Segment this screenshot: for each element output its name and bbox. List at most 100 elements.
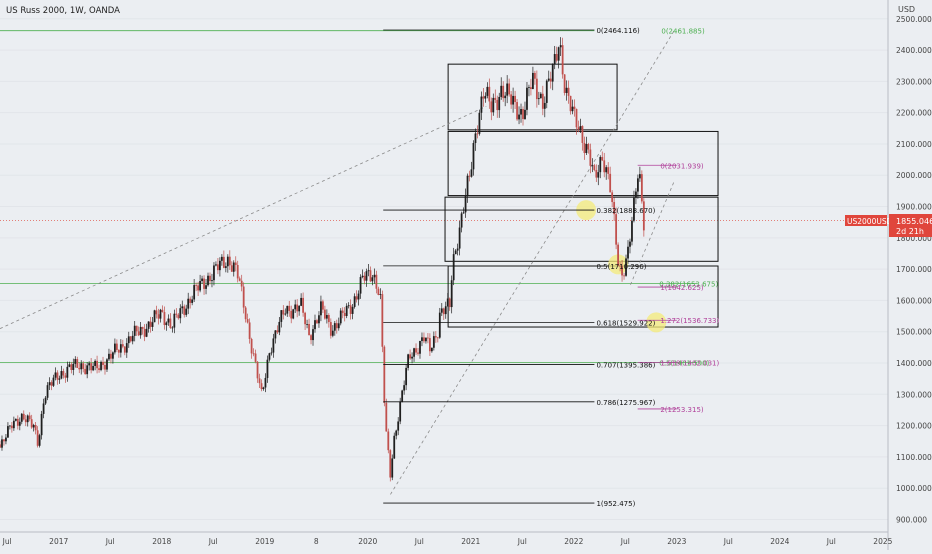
y-tick-label: 1700.000 <box>896 265 932 274</box>
candle-body <box>217 264 219 271</box>
candle-body <box>276 330 279 333</box>
candle-body <box>119 344 122 353</box>
candle-body <box>68 364 71 367</box>
candle-body <box>264 377 267 388</box>
candles <box>0 37 645 482</box>
candle-body <box>419 340 421 354</box>
highlight-marker <box>646 312 667 333</box>
y-tick-label: 2200.000 <box>896 109 932 118</box>
candle-body <box>575 108 578 128</box>
fib-level-label: 0(2031.939) <box>660 162 704 170</box>
currency-label: USD <box>898 5 915 14</box>
candle-body <box>185 308 188 315</box>
candle-body <box>557 47 560 61</box>
candle-body <box>365 271 368 281</box>
trendline-long[interactable] <box>0 106 487 329</box>
candle-body <box>555 54 558 61</box>
candle-body <box>341 310 344 313</box>
candle-body <box>462 212 465 214</box>
candle-body <box>571 106 574 112</box>
candle-body <box>440 308 443 313</box>
y-tick-label: 1400.000 <box>896 359 932 368</box>
fib-level-label: 1(952.475) <box>596 500 635 508</box>
candle-body <box>193 285 196 300</box>
candle-body <box>157 314 160 319</box>
candle-body <box>373 274 376 278</box>
fib-level-label: 0.618(1529.922) <box>596 319 655 327</box>
candle-body <box>561 45 564 75</box>
candle-body <box>605 167 608 173</box>
candle-body <box>240 280 243 287</box>
candle-body <box>163 312 166 326</box>
candle-body <box>482 96 485 99</box>
trendline-short[interactable] <box>630 179 676 285</box>
candle-body <box>82 363 85 369</box>
candle-body <box>401 390 404 402</box>
candle-body <box>458 227 461 249</box>
candle-body <box>498 96 501 111</box>
candle-body <box>581 126 584 143</box>
candle-body <box>125 343 128 353</box>
candle-body <box>30 419 33 428</box>
trendline-steep[interactable] <box>390 29 676 495</box>
candle-body <box>290 310 293 319</box>
candle-body <box>460 213 463 228</box>
candle-body <box>106 359 108 370</box>
candle-body <box>36 430 39 446</box>
candle-body <box>325 315 328 319</box>
x-tick-label: Jul <box>414 537 424 546</box>
candle-body <box>638 174 641 179</box>
candle-body <box>94 360 96 366</box>
candle-body <box>5 437 7 442</box>
candle-body <box>222 256 225 268</box>
y-tick-label: 1000.000 <box>896 484 932 493</box>
candle-body <box>508 83 511 95</box>
candle-body <box>591 165 594 167</box>
candle-body <box>50 382 53 386</box>
candle-body <box>308 324 310 336</box>
candle-body <box>274 330 277 339</box>
candle-body <box>395 430 398 436</box>
zone-box[interactable] <box>444 196 719 262</box>
candle-body <box>411 356 413 359</box>
candle-body <box>258 378 261 384</box>
candle-body <box>480 96 483 113</box>
candle-body <box>530 87 532 89</box>
fib-level-label: 0(2461.885) <box>661 28 705 36</box>
candle-body <box>526 87 528 110</box>
candle-body <box>603 160 606 173</box>
candle-body <box>403 385 406 391</box>
x-tick-label: 2024 <box>770 537 789 546</box>
candle-body <box>256 361 259 379</box>
candle-body <box>456 248 459 251</box>
candle-body <box>607 167 610 174</box>
candle-body <box>323 309 326 319</box>
candle-body <box>127 336 130 344</box>
candle-body <box>90 363 93 371</box>
candle-body <box>288 305 291 311</box>
candle-body <box>355 296 358 300</box>
candle-body <box>232 262 235 272</box>
candle-body <box>44 397 47 404</box>
candle-body <box>66 366 69 378</box>
zone-box[interactable] <box>447 63 618 131</box>
candle-body <box>387 431 390 451</box>
candle-body <box>522 109 524 120</box>
candle-body <box>203 278 205 289</box>
candle-body <box>502 85 505 99</box>
candle-body <box>524 109 526 120</box>
candle-body <box>320 301 322 316</box>
candle-body <box>270 352 273 354</box>
candle-body <box>284 313 287 315</box>
candle-body <box>619 265 621 267</box>
candle-body <box>242 286 245 308</box>
y-tick-label: 1300.000 <box>896 390 932 399</box>
candle-body <box>34 425 37 431</box>
candle-body <box>421 337 423 341</box>
candle-body <box>425 337 427 342</box>
y-tick-label: 2300.000 <box>896 77 932 86</box>
y-tick-label: 1600.000 <box>896 296 932 305</box>
candle-body <box>70 364 73 370</box>
